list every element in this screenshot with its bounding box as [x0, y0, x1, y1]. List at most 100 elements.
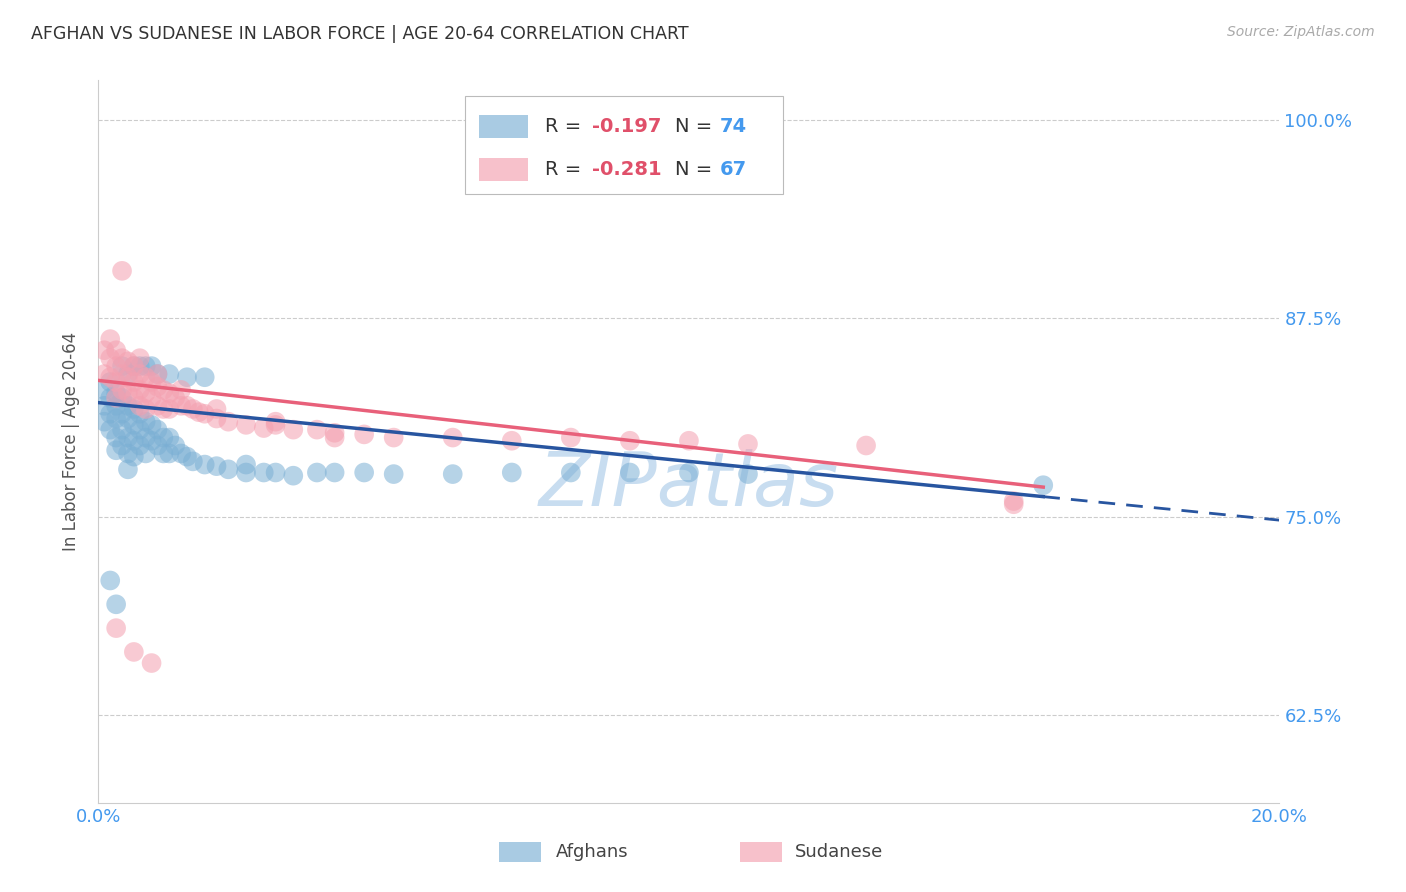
Point [1002, 494, 1025, 508]
Point [93, 399, 115, 413]
Point [111, 367, 134, 381]
Point [170, 399, 193, 413]
Point [181, 454, 204, 468]
Point [135, 446, 157, 460]
Point [283, 423, 305, 437]
Point [105, 597, 128, 611]
Point [146, 380, 169, 394]
Point [135, 359, 157, 373]
Point [128, 367, 150, 381]
Point [128, 423, 150, 437]
Point [105, 343, 128, 358]
Point [181, 402, 204, 417]
Point [560, 466, 582, 480]
Point [111, 438, 134, 452]
Point [105, 391, 128, 405]
Point [619, 434, 641, 448]
Point [111, 351, 134, 366]
Point [165, 391, 187, 405]
Point [122, 645, 145, 659]
Point [122, 391, 145, 405]
Point [382, 431, 405, 445]
Point [93, 415, 115, 429]
FancyBboxPatch shape [740, 842, 782, 862]
Point [128, 359, 150, 373]
Point [146, 423, 169, 437]
Point [678, 466, 700, 480]
Point [93, 367, 115, 381]
Point [146, 367, 169, 381]
Point [117, 431, 139, 445]
Point [157, 431, 180, 445]
Point [353, 427, 375, 442]
Text: -0.197: -0.197 [592, 117, 661, 136]
Point [170, 383, 193, 397]
Point [323, 431, 346, 445]
Point [135, 402, 157, 417]
Point [128, 399, 150, 413]
Point [141, 375, 163, 389]
Point [93, 383, 115, 397]
Point [146, 367, 169, 381]
Point [111, 359, 134, 373]
Point [382, 467, 405, 481]
Point [105, 431, 128, 445]
Point [353, 466, 375, 480]
Point [441, 431, 464, 445]
Text: Sudanese: Sudanese [794, 843, 883, 861]
Point [98, 351, 121, 366]
Point [105, 621, 128, 635]
Point [152, 446, 174, 460]
Text: 74: 74 [720, 117, 747, 136]
Point [111, 383, 134, 397]
Point [117, 367, 139, 381]
Point [253, 466, 276, 480]
Point [117, 446, 139, 460]
Point [205, 402, 228, 417]
Point [128, 383, 150, 397]
Point [283, 468, 305, 483]
Point [105, 386, 128, 401]
Point [253, 421, 276, 435]
Point [305, 466, 328, 480]
Point [560, 431, 582, 445]
Point [165, 438, 187, 452]
Point [678, 434, 700, 448]
Point [117, 386, 139, 401]
FancyBboxPatch shape [478, 115, 529, 138]
Point [105, 411, 128, 425]
Point [122, 402, 145, 417]
Point [855, 438, 877, 452]
Point [235, 458, 257, 472]
Point [157, 446, 180, 460]
FancyBboxPatch shape [478, 158, 529, 181]
Point [152, 402, 174, 417]
FancyBboxPatch shape [499, 842, 541, 862]
Point [135, 415, 157, 429]
Point [157, 402, 180, 417]
Point [122, 450, 145, 464]
Point [1002, 497, 1025, 511]
Text: R =: R = [546, 161, 588, 179]
Point [619, 466, 641, 480]
Point [117, 354, 139, 368]
Point [135, 386, 157, 401]
Point [1032, 478, 1054, 492]
Point [111, 407, 134, 421]
Text: -0.281: -0.281 [592, 161, 662, 179]
Point [111, 391, 134, 405]
Point [737, 437, 759, 451]
Point [141, 359, 163, 373]
Point [501, 466, 523, 480]
Point [105, 399, 128, 413]
Point [235, 466, 257, 480]
Point [98, 370, 121, 384]
Point [264, 417, 287, 432]
Point [146, 399, 169, 413]
Point [117, 462, 139, 476]
Point [128, 351, 150, 366]
Point [117, 411, 139, 425]
Text: Afghans: Afghans [555, 843, 628, 861]
Point [141, 391, 163, 405]
Point [122, 359, 145, 373]
